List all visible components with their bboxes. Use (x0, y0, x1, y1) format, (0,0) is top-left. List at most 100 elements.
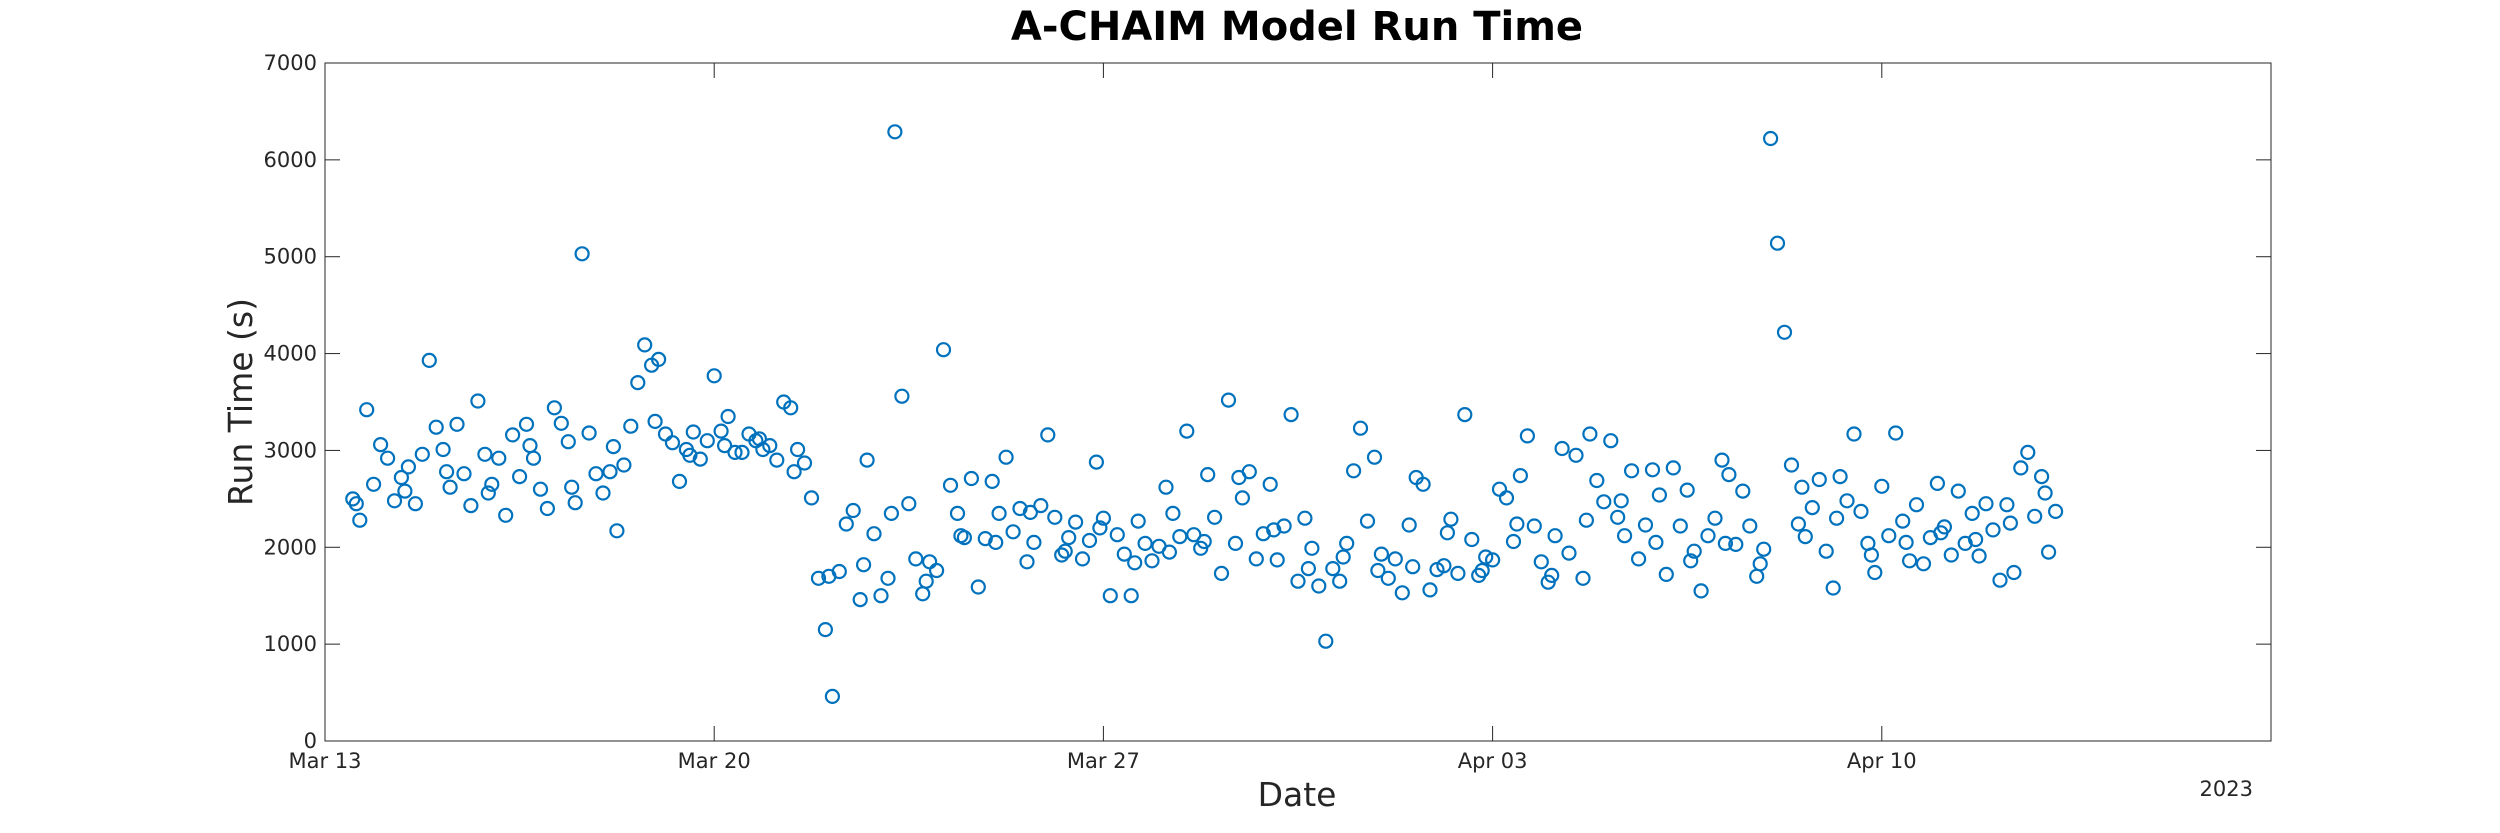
data-point (1092, 520, 1108, 536)
data-point (1943, 547, 1959, 563)
data-point (1776, 324, 1793, 340)
data-point (650, 351, 667, 367)
data-point (1630, 551, 1647, 567)
y-tick-label: 4000 (264, 342, 317, 366)
data-point (1248, 551, 1264, 567)
data-point (1345, 463, 1362, 479)
data-point (1332, 573, 1348, 589)
data-point (428, 419, 444, 435)
data-point (1578, 512, 1595, 528)
data-point (1693, 583, 1709, 599)
year-label: 2023 (2200, 777, 2253, 801)
data-point (2027, 508, 2043, 524)
data-point (1613, 493, 1629, 509)
data-point (1832, 469, 1848, 485)
data-point (1512, 468, 1529, 484)
data-point (532, 481, 549, 497)
data-point (609, 523, 625, 539)
data-point (1797, 528, 1813, 545)
data-point (1123, 588, 1139, 604)
data-point (1436, 558, 1452, 574)
data-point (1127, 555, 1143, 571)
data-point (901, 496, 917, 512)
data-point (1790, 516, 1807, 532)
data-point (789, 441, 806, 458)
data-point (1283, 407, 1299, 423)
data-point (2048, 503, 2064, 519)
data-point (1610, 509, 1626, 525)
data-point (859, 452, 875, 468)
data-point (1717, 535, 1734, 552)
data-point (1683, 553, 1699, 569)
data-point (1095, 510, 1112, 526)
data-point (762, 438, 778, 454)
data-point (1769, 235, 1786, 251)
data-point (796, 455, 813, 471)
data-point (1554, 440, 1570, 457)
data-point (1186, 527, 1202, 543)
data-point (1498, 490, 1515, 506)
data-point (359, 402, 375, 418)
data-point (1623, 463, 1640, 479)
data-point (1484, 552, 1501, 568)
data-point (1898, 534, 1914, 551)
data-point (1908, 497, 1925, 513)
data-point (1544, 567, 1560, 584)
data-point (380, 450, 396, 466)
data-point (605, 439, 622, 455)
data-point (1637, 517, 1654, 533)
data-point (1297, 510, 1313, 526)
data-point (1019, 554, 1035, 570)
data-point (988, 534, 1004, 551)
data-point (637, 337, 653, 353)
data-point (1033, 498, 1049, 514)
chart-title: A-CHAIM Model Run Time (1011, 4, 1583, 50)
data-point (435, 441, 451, 458)
data-point (942, 477, 959, 493)
data-point (1933, 525, 1949, 541)
y-tick-label: 2000 (264, 535, 317, 559)
data-point (1040, 427, 1056, 443)
data-point (1644, 462, 1661, 478)
data-point (491, 450, 507, 466)
data-point (866, 526, 882, 542)
data-point (1130, 513, 1146, 529)
data-point (1227, 535, 1244, 552)
x-tick-label: Apr 10 (1847, 749, 1917, 773)
data-point (1985, 522, 2001, 538)
data-point (1971, 548, 1987, 564)
data-point (963, 470, 980, 487)
data-point (1269, 552, 1285, 568)
data-point (1158, 479, 1174, 495)
data-point (616, 457, 632, 473)
data-point (1220, 392, 1237, 408)
data-point (1213, 565, 1230, 582)
data-point (1450, 565, 1466, 582)
y-tick-label: 6000 (264, 148, 317, 172)
data-point (1443, 511, 1459, 527)
data-point (1464, 531, 1480, 548)
data-point (1457, 407, 1473, 423)
data-point (1519, 428, 1536, 444)
data-point (824, 688, 841, 705)
data-point (1888, 425, 1904, 441)
data-point (1978, 496, 1994, 512)
data-point (373, 437, 389, 453)
data-point (1742, 518, 1758, 534)
data-point (783, 400, 799, 416)
data-point (838, 516, 854, 532)
y-axis-label: Run Time (s) (221, 298, 260, 506)
data-point (1304, 540, 1320, 556)
data-point (414, 446, 430, 462)
data-point (1589, 472, 1605, 489)
data-point (477, 446, 493, 462)
data-point (1172, 528, 1188, 545)
data-point (2041, 544, 2057, 560)
data-point (484, 476, 500, 492)
data-point (1596, 494, 1612, 510)
y-tick-label: 1000 (264, 632, 317, 656)
data-point (1804, 500, 1820, 516)
data-point (1648, 534, 1664, 551)
data-point (1352, 420, 1369, 436)
data-point (1547, 528, 1563, 544)
